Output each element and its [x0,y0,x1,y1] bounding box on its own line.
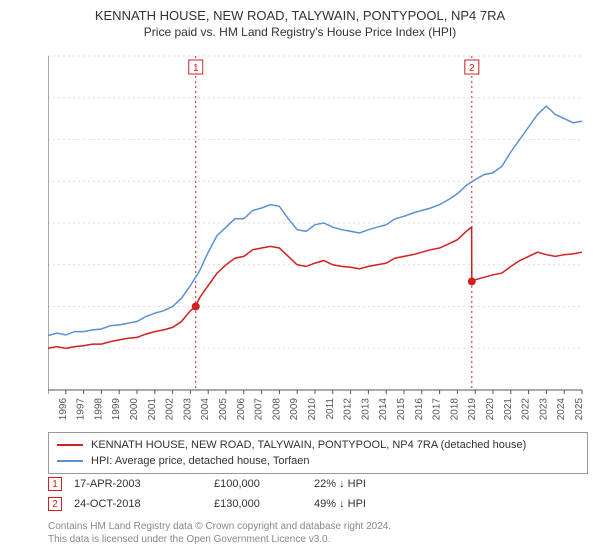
x-tick-label: 2022 [521,398,532,420]
x-tick-label: 1997 [76,398,87,420]
x-tick-label: 2003 [182,398,193,420]
marker-price: £130,000 [214,498,314,510]
x-tick-label: 2008 [271,398,282,420]
series-hpi [48,106,582,336]
legend-swatch [57,444,83,446]
x-tick-label: 2017 [432,398,443,420]
x-tick-label: 2023 [538,398,549,420]
footer: Contains HM Land Registry data © Crown c… [48,520,391,546]
title-line2: Price paid vs. HM Land Registry's House … [0,25,600,39]
line-chart: £0£50K£100K£150K£200K£250K£300K£350K£400… [48,50,588,420]
x-tick-label: 2018 [449,398,460,420]
x-tick-label: 2020 [485,398,496,420]
legend-label: HPI: Average price, detached house, Torf… [91,455,310,467]
event-marker-label: 2 [469,63,475,74]
x-tick-label: 2012 [343,398,354,420]
legend-item: KENNATH HOUSE, NEW ROAD, TALYWAIN, PONTY… [57,437,579,453]
event-marker-dot [468,277,476,285]
series-price_paid [48,227,582,348]
x-tick-label: 2011 [325,398,336,420]
chart-container: KENNATH HOUSE, NEW ROAD, TALYWAIN, PONTY… [0,0,600,560]
x-tick-label: 2014 [378,398,389,420]
legend: KENNATH HOUSE, NEW ROAD, TALYWAIN, PONTY… [48,432,588,474]
markers-table: 1 17-APR-2003 £100,000 22% ↓ HPI 2 24-OC… [48,474,434,514]
x-tick-label: 1995 [48,398,51,420]
x-tick-label: 2007 [254,398,265,420]
x-tick-label: 2004 [200,398,211,420]
footer-line2: This data is licensed under the Open Gov… [48,533,391,546]
title-block: KENNATH HOUSE, NEW ROAD, TALYWAIN, PONTY… [0,0,600,39]
legend-label: KENNATH HOUSE, NEW ROAD, TALYWAIN, PONTY… [91,439,526,451]
marker-row: 1 17-APR-2003 £100,000 22% ↓ HPI [48,474,434,494]
x-tick-label: 2021 [503,398,514,420]
marker-id-box: 1 [48,477,62,491]
x-tick-label: 2010 [307,398,318,420]
x-tick-label: 2016 [414,398,425,420]
legend-item: HPI: Average price, detached house, Torf… [57,453,579,469]
x-tick-label: 1996 [58,398,69,420]
x-tick-label: 2009 [289,398,300,420]
x-tick-label: 2006 [236,398,247,420]
x-tick-label: 2019 [467,398,478,420]
marker-row: 2 24-OCT-2018 £130,000 49% ↓ HPI [48,494,434,514]
title-line1: KENNATH HOUSE, NEW ROAD, TALYWAIN, PONTY… [0,8,600,23]
x-tick-label: 1998 [93,398,104,420]
x-tick-label: 2001 [147,398,158,420]
footer-line1: Contains HM Land Registry data © Crown c… [48,520,391,533]
x-tick-label: 2015 [396,398,407,420]
marker-id-box: 2 [48,497,62,511]
x-tick-label: 2013 [360,398,371,420]
event-marker-label: 1 [193,63,199,74]
marker-date: 24-OCT-2018 [74,498,214,510]
x-tick-label: 2005 [218,398,229,420]
x-tick-label: 2000 [129,398,140,420]
marker-pct: 49% ↓ HPI [314,498,434,510]
marker-price: £100,000 [214,478,314,490]
legend-swatch [57,460,83,462]
x-tick-label: 2002 [165,398,176,420]
x-tick-label: 2024 [556,398,567,420]
marker-date: 17-APR-2003 [74,478,214,490]
x-tick-label: 1999 [111,398,122,420]
event-marker-dot [192,303,200,311]
marker-pct: 22% ↓ HPI [314,478,434,490]
x-tick-label: 2025 [574,398,585,420]
